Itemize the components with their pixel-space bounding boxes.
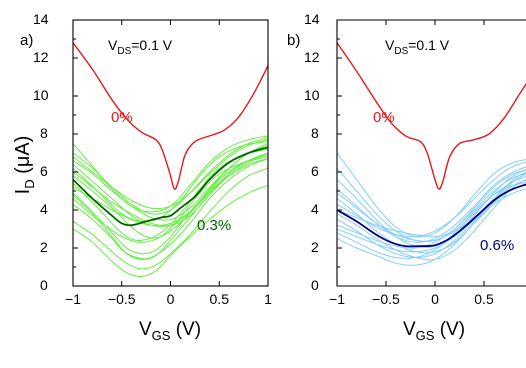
panel-a: a) VDS=0.1 V 0% 0.3% 0 2 4 6 8 10 12 14 … (20, 11, 272, 343)
device-curve (337, 182, 526, 259)
y-tick-label: 2 (311, 239, 319, 255)
device-curve (73, 167, 268, 270)
y-tick-label: 0 (311, 277, 319, 293)
y-tick-label: 10 (304, 87, 320, 103)
axis-ticks-a (72, 19, 269, 287)
y-tick-label: 2 (40, 239, 48, 255)
y-tick-label: 8 (311, 125, 319, 141)
series-label-b-reference: 0% (373, 109, 395, 126)
x-tick-label: 0.5 (474, 291, 494, 307)
y-tick-label: 4 (40, 201, 48, 217)
device-curve (337, 173, 526, 254)
device-curve (73, 152, 268, 226)
condition-label-b: VDS=0.1 V (385, 37, 450, 57)
device-curve (73, 137, 268, 215)
y-tick-label: 6 (40, 163, 48, 179)
y-tick-label: 12 (304, 49, 320, 65)
device-curve (337, 175, 526, 242)
device-curve (337, 161, 526, 238)
x-tick-label: −1 (65, 291, 81, 307)
x-tick-label: 1 (264, 291, 272, 307)
x-tick-label: −0.5 (372, 291, 400, 307)
device-curve (73, 152, 268, 260)
reference-curve-b (337, 42, 526, 190)
mean-curve-b (337, 183, 526, 248)
y-tick-label: 0 (40, 277, 48, 293)
x-tick-label: 0 (431, 291, 439, 307)
panel-b: b) VDS=0.1 V 0% 0.6% 0 2 4 6 8 10 12 14 … (287, 11, 526, 343)
reference-curve-a (73, 42, 268, 190)
series-label-a-reference: 0% (111, 109, 133, 126)
device-curve (337, 184, 526, 259)
panel-label-b: b) (287, 32, 300, 49)
y-tick-label: 4 (311, 201, 319, 217)
plot-frame-a (72, 19, 269, 287)
device-curves-a (73, 135, 268, 278)
y-tick-label: 10 (33, 87, 49, 103)
y-tick-label: 6 (311, 163, 319, 179)
device-curves-b (337, 152, 526, 266)
x-axis-label-a: VGS (V) (139, 319, 201, 343)
device-curve (337, 168, 526, 248)
x-axis-label-b: VGS (V) (403, 319, 465, 343)
x-tick-label: 0.5 (210, 291, 230, 307)
device-curve (337, 152, 526, 238)
x-tick-label: −1 (329, 291, 345, 307)
y-axis-label: ID (μA) (12, 136, 37, 195)
device-curve (73, 143, 268, 221)
mean-curve-a (73, 146, 268, 227)
panel-label-a: a) (20, 32, 33, 49)
device-curve (337, 188, 526, 266)
device-curve (73, 139, 268, 210)
plot-frame-b (336, 19, 526, 287)
y-tick-label: 12 (33, 49, 49, 65)
condition-label-a: VDS=0.1 V (108, 37, 173, 57)
y-tick-label: 8 (40, 125, 48, 141)
device-curve (73, 154, 268, 239)
x-tick-label: −0.5 (108, 291, 136, 307)
device-curve (73, 156, 268, 243)
series-label-a-mean: 0.3% (197, 217, 231, 234)
axis-ticks-b (336, 19, 485, 287)
device-curve (337, 171, 526, 238)
x-tick-label: 0 (167, 291, 175, 307)
series-label-b-mean: 0.6% (480, 237, 514, 254)
device-curve (337, 173, 526, 249)
y-tick-label: 14 (304, 11, 320, 27)
y-tick-label: 14 (33, 11, 49, 27)
device-curve (73, 184, 268, 278)
